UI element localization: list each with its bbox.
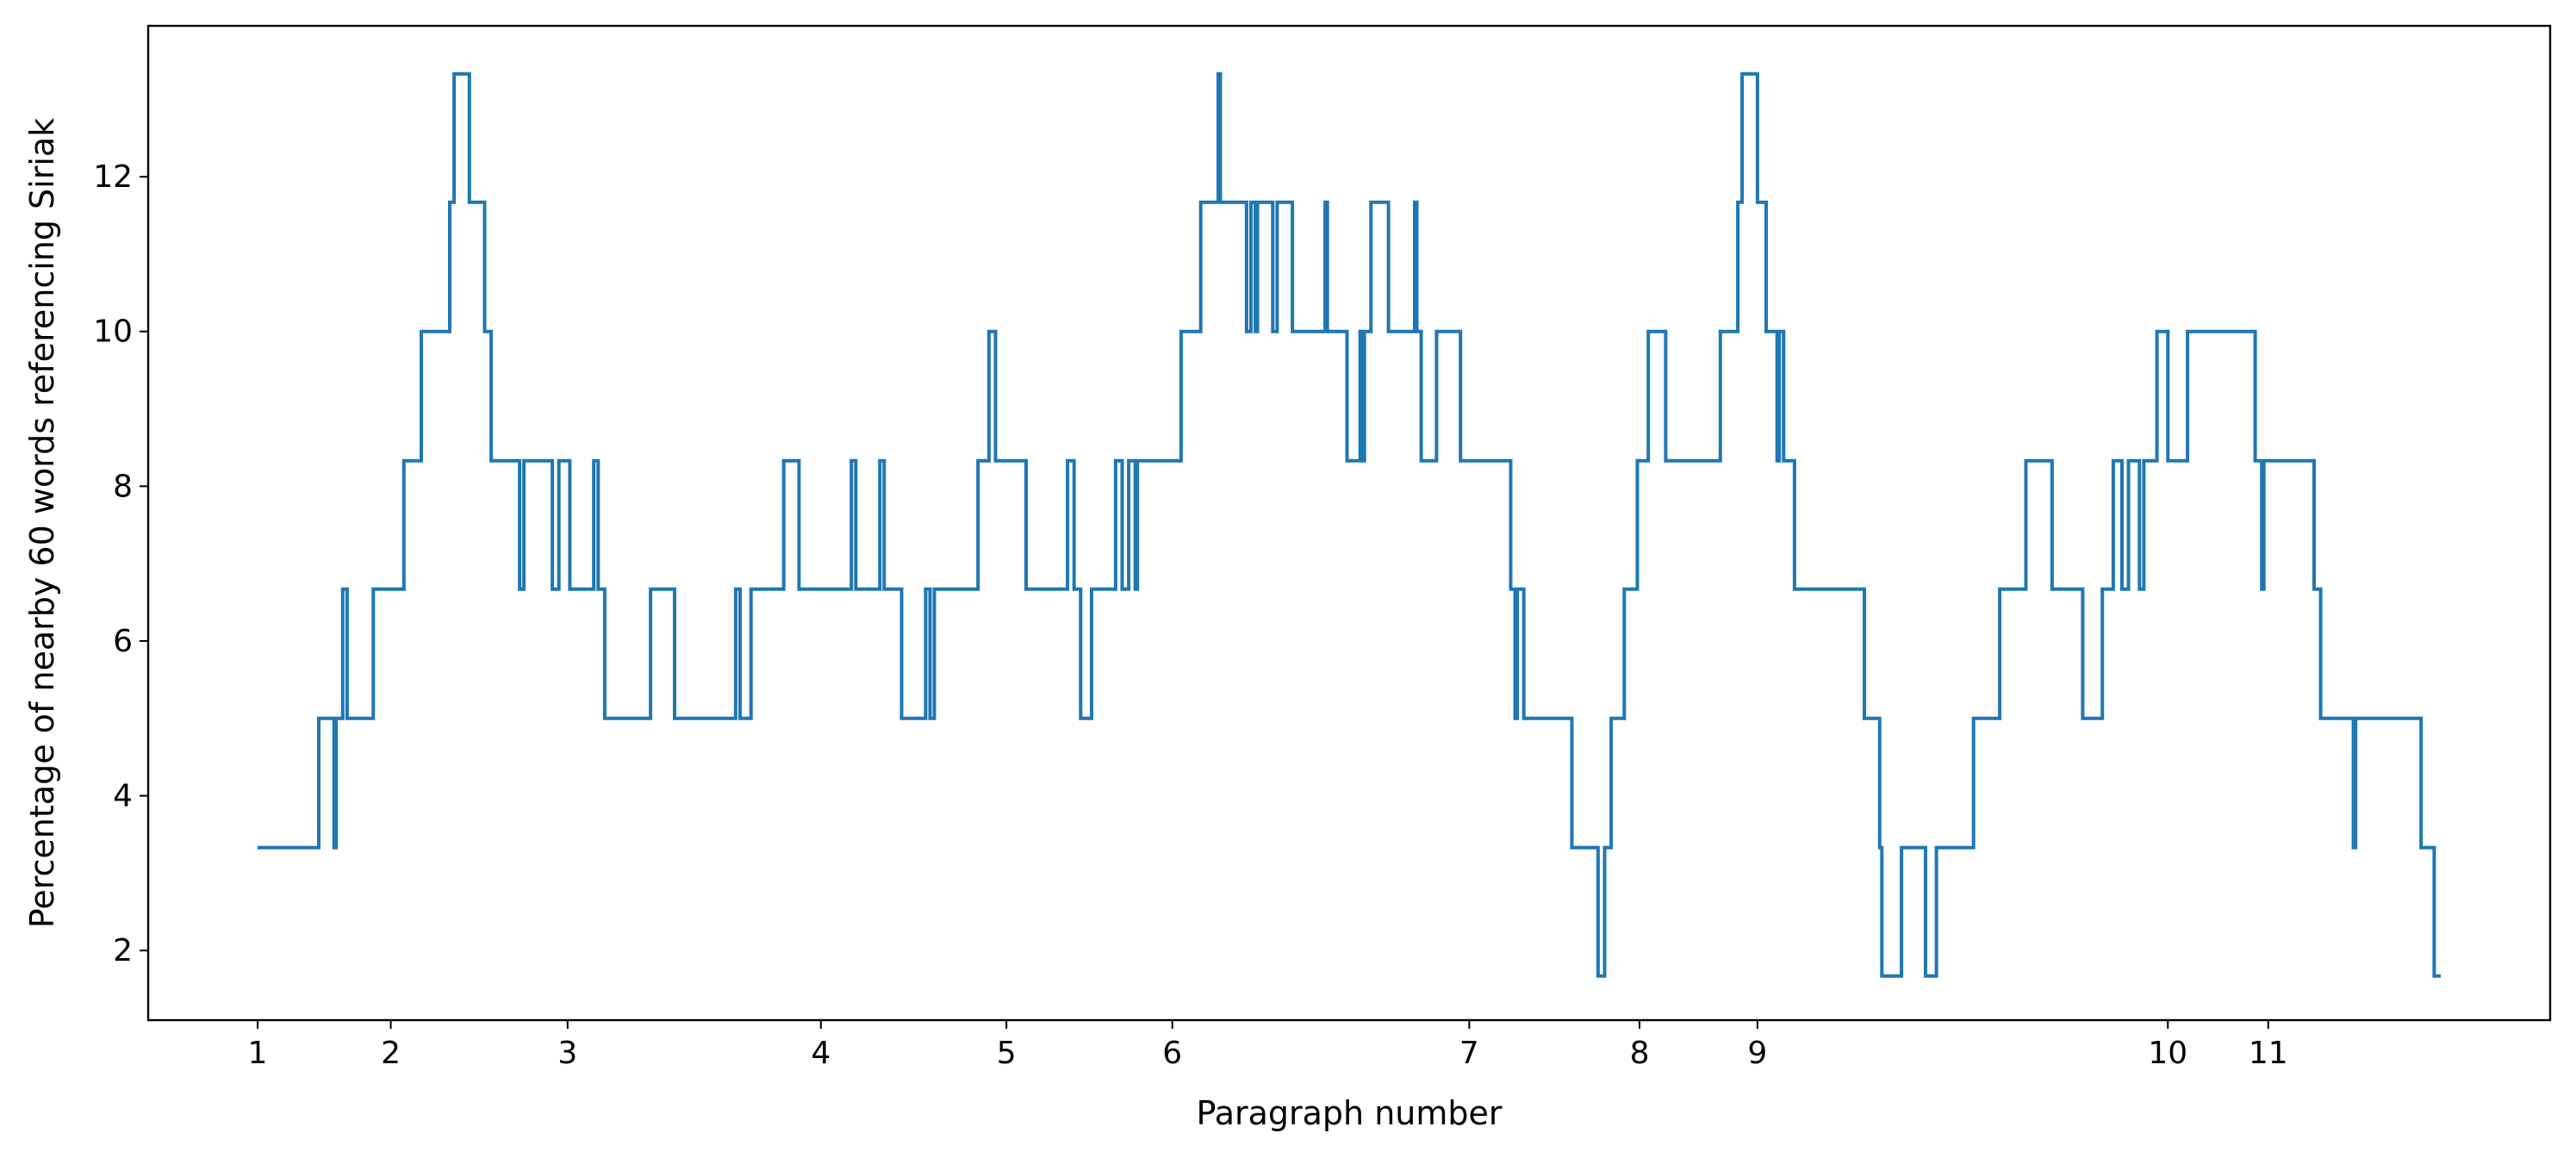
plot-area bbox=[146, 24, 2552, 1022]
x-tick-label-2: 3 bbox=[557, 1036, 577, 1071]
y-axis-label: Percentage of nearby 60 words referencin… bbox=[23, 118, 61, 928]
x-tick-label-5: 6 bbox=[1162, 1036, 1182, 1071]
x-tick-label-4: 5 bbox=[997, 1036, 1017, 1071]
x-tick-label-7: 8 bbox=[1630, 1036, 1650, 1071]
x-tick-label-1: 2 bbox=[381, 1036, 401, 1071]
x-tick-label-3: 4 bbox=[811, 1036, 831, 1071]
y-tick-label-3: 8 bbox=[113, 469, 133, 504]
x-axis: 1 2 3 4 5 6 7 8 9 10 11 bbox=[248, 1020, 2288, 1071]
y-tick-label-0: 2 bbox=[113, 933, 133, 968]
x-axis-label: Paragraph number bbox=[1196, 1094, 1502, 1132]
x-tick-label-0: 1 bbox=[248, 1036, 268, 1071]
y-tick-label-5: 12 bbox=[93, 159, 133, 195]
y-tick-label-4: 10 bbox=[93, 314, 133, 350]
y-tick-label-2: 6 bbox=[113, 624, 133, 659]
x-tick-label-10: 11 bbox=[2249, 1036, 2288, 1071]
x-tick-label-8: 9 bbox=[1747, 1036, 1767, 1071]
series-line bbox=[258, 72, 2441, 978]
y-tick-label-1: 4 bbox=[113, 779, 133, 814]
x-tick-label-9: 10 bbox=[2148, 1036, 2187, 1071]
x-tick-label-6: 7 bbox=[1459, 1036, 1479, 1071]
y-axis: 2 4 6 8 10 12 bbox=[93, 159, 148, 968]
